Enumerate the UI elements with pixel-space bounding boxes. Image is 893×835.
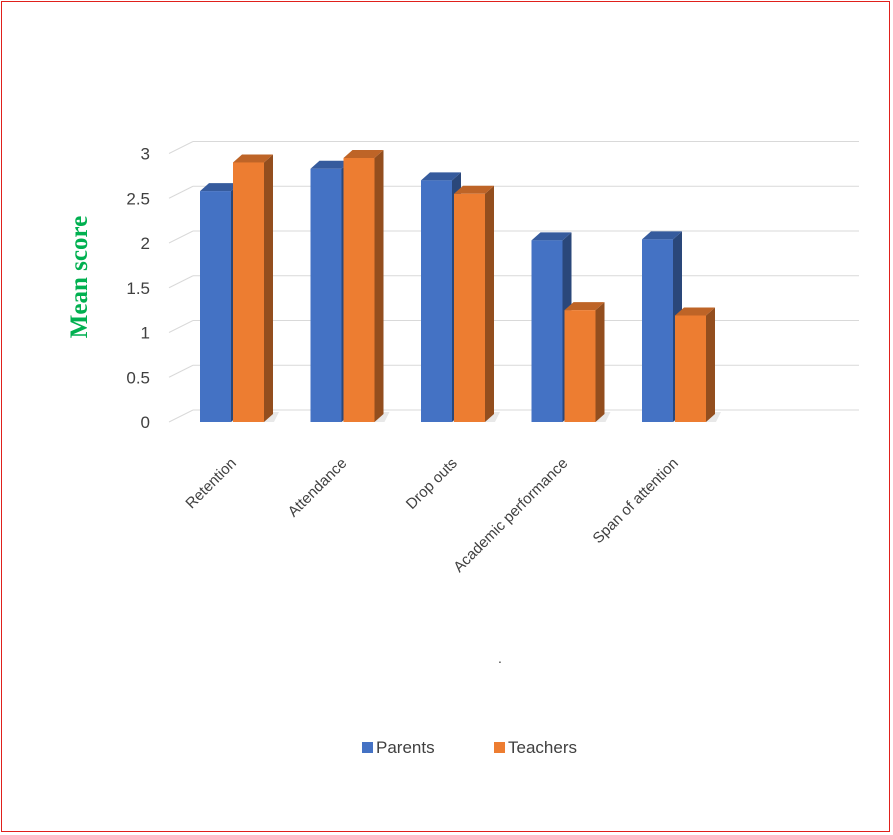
y-tick-label: 0 — [141, 413, 150, 432]
bar-side — [595, 302, 605, 422]
bar-shadow — [264, 412, 279, 422]
y-tick-label: 1.5 — [126, 279, 150, 298]
bar-teachers-1 — [343, 149, 390, 422]
category-label: Retention — [182, 455, 239, 512]
legend-label-teachers: Teachers — [508, 738, 577, 757]
bar-front — [421, 180, 452, 422]
legend-label-parents: Parents — [376, 738, 435, 757]
bar-teachers-3 — [564, 302, 611, 422]
gridline-diagonal — [168, 320, 194, 333]
bar-top — [642, 231, 682, 240]
y-tick-label: 2 — [141, 234, 150, 253]
bar-shadow — [485, 412, 500, 422]
bar-side — [706, 307, 715, 422]
x-axis-label: . — [498, 650, 502, 666]
legend-swatch-teachers — [494, 742, 505, 753]
bar-top — [200, 183, 240, 192]
bar-teachers-0 — [233, 154, 279, 422]
category-label: Drop outs — [403, 455, 461, 513]
bar-top — [531, 232, 572, 241]
bar-shadow — [595, 412, 611, 422]
legend-swatch-parents — [362, 742, 373, 753]
bar-top — [233, 154, 273, 163]
bars — [200, 149, 721, 422]
bar-front — [233, 162, 264, 422]
category-label: Academic performance — [450, 455, 571, 576]
gridline-diagonal — [168, 230, 194, 244]
bar-top — [421, 172, 461, 181]
bar-top — [564, 302, 605, 311]
category-label: Attendance — [285, 455, 351, 521]
bar-shadow — [374, 412, 390, 422]
bar-teachers-2 — [454, 185, 500, 422]
bar-front — [200, 191, 231, 422]
y-tick-label: 1 — [141, 324, 150, 343]
gridline-diagonal — [168, 185, 194, 199]
bar-front — [531, 240, 563, 422]
bar-front — [454, 193, 485, 422]
bar-front — [564, 310, 596, 422]
bar-teachers-4 — [675, 307, 721, 422]
bar-side — [374, 149, 384, 422]
bar-side — [264, 154, 273, 422]
bar-top — [343, 149, 384, 158]
bar-top — [454, 185, 494, 194]
bar-shadow — [706, 412, 721, 422]
legend: Parents Teachers — [362, 738, 577, 757]
y-tick-label: 2.5 — [126, 189, 150, 208]
y-axis-ticks: 0 0.5 1 1.5 2 2.5 3 — [126, 145, 150, 433]
gridline-diagonal — [168, 364, 194, 378]
bar-front — [310, 168, 342, 422]
bar-front — [675, 315, 706, 422]
bar-top — [675, 307, 715, 316]
gridline-diagonal — [168, 409, 194, 423]
gridline-diagonal — [168, 141, 194, 154]
gridline-diagonal — [168, 275, 194, 289]
category-label: Span of attention — [590, 455, 682, 547]
bar-side — [485, 185, 494, 422]
y-axis-label: Mean score — [66, 216, 93, 338]
bar-top — [310, 160, 351, 169]
bar-front — [343, 157, 375, 422]
bar-front — [642, 239, 673, 422]
y-tick-label: 0.5 — [126, 368, 150, 387]
y-tick-label: 3 — [141, 145, 150, 164]
gridlines — [168, 141, 859, 423]
